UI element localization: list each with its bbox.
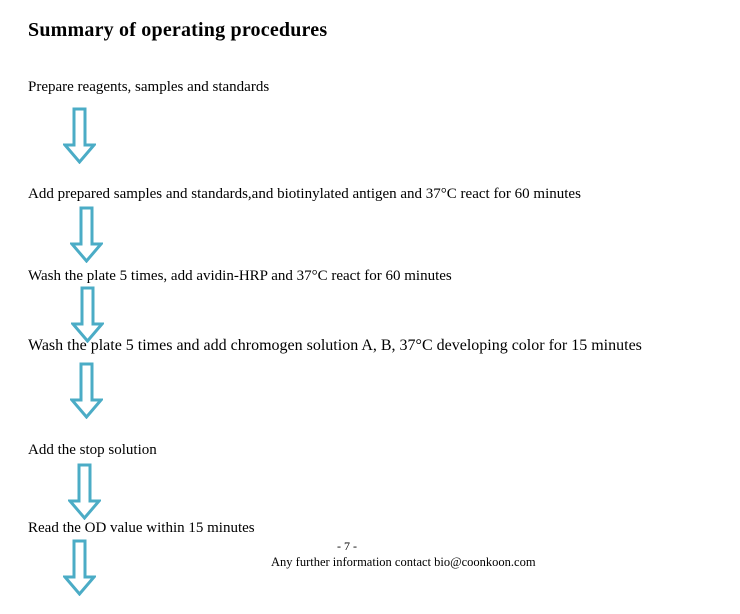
down-arrow-polygon	[63, 539, 96, 596]
footer-contact-text: Any further information contact bio@coon…	[271, 555, 536, 569]
step-6-text: Read the OD value within 15 minutes	[28, 520, 255, 536]
down-arrow-polygon	[70, 206, 103, 263]
down-arrow-shape	[71, 286, 104, 343]
down-arrow-polygon	[63, 107, 96, 164]
down-arrow-shape	[70, 362, 103, 419]
down-arrow-icon	[63, 107, 96, 164]
step-2-text: Add prepared samples and standards,and b…	[28, 186, 581, 202]
down-arrow-shape	[63, 539, 96, 596]
down-arrow-polygon	[71, 286, 104, 343]
step-1-text: Prepare reagents, samples and standards	[28, 79, 270, 95]
step-5-text: Add the stop solution	[28, 442, 157, 458]
down-arrow-icon	[70, 206, 103, 263]
down-arrow-icon	[70, 362, 103, 419]
down-arrow-shape	[68, 463, 101, 520]
down-arrow-polygon	[70, 362, 103, 419]
down-arrow-polygon	[68, 463, 101, 520]
step-3-text: Wash the plate 5 times, add avidin-HRP a…	[28, 268, 452, 284]
down-arrow-icon	[71, 286, 104, 343]
page-title: Summary of operating procedures	[28, 19, 328, 41]
page-number: - 7 -	[337, 539, 357, 553]
down-arrow-shape	[70, 206, 103, 263]
down-arrow-icon	[68, 463, 101, 520]
step-4-text: Wash the plate 5 times and add chromogen…	[28, 337, 642, 354]
down-arrow-icon	[63, 539, 96, 596]
down-arrow-shape	[63, 107, 96, 164]
